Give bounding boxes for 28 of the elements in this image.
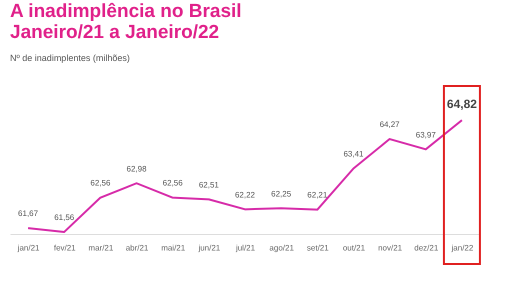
data-label: 64,82	[446, 97, 478, 112]
x-tick-label: nov/21	[378, 244, 403, 252]
data-label: 62,56	[90, 178, 111, 188]
data-label: 63,97	[416, 130, 436, 140]
x-tick-label: set/21	[306, 244, 330, 252]
x-tick-label: ago/21	[269, 244, 294, 252]
data-label: 62,21	[307, 190, 328, 200]
x-tick-label: out/21	[342, 244, 366, 252]
data-label: 62,22	[234, 190, 256, 200]
data-label: 61,56	[54, 212, 75, 222]
x-tick-label: abr/21	[126, 244, 149, 252]
x-tick-label: mar/21	[88, 244, 114, 252]
data-label: 63,41	[343, 150, 364, 159]
x-tick-label: fev/21	[54, 244, 76, 252]
data-label: 62,25	[271, 189, 292, 198]
data-label: 62,98	[126, 164, 148, 174]
data-label: 62,56	[162, 178, 184, 188]
x-tick-label: jun/21	[197, 244, 221, 252]
x-tick-label: jan/21	[16, 244, 40, 252]
chart-title: A inadimplência no Brasil Janeiro/21 a Janeiro/22	[10, 1, 242, 43]
x-tick-label: dez/21	[414, 244, 439, 252]
data-label: 61,67	[18, 209, 39, 218]
chart-subtitle: Nº de inadimplentes (milhões)	[10, 53, 130, 63]
x-tick-label: jul/21	[234, 244, 256, 252]
data-label: 62,51	[198, 180, 220, 190]
x-tick-label: mai/21	[161, 244, 186, 252]
x-tick-label: jan/22	[450, 244, 474, 252]
data-label: 64,27	[380, 120, 400, 130]
